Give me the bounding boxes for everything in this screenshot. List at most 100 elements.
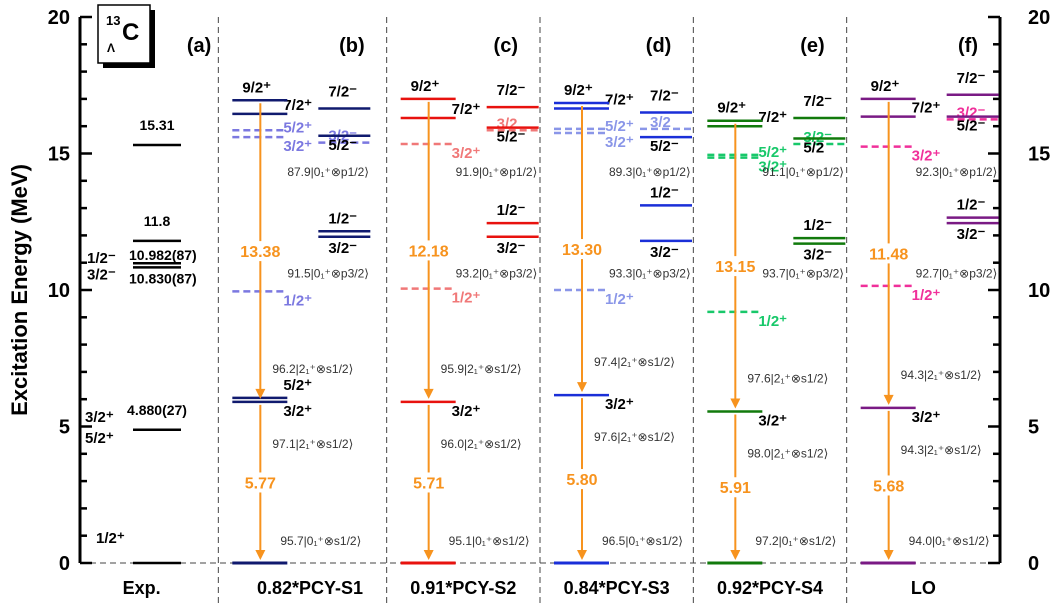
config-annotation: 97.6|2₁⁺⊗s1/2⟩: [594, 430, 675, 444]
arrow-head: [577, 382, 587, 393]
jp-label: 5/2: [803, 139, 824, 156]
jp-label: 7/2⁺: [605, 91, 634, 108]
jp-label: 5/2⁻: [650, 138, 679, 155]
jp-label: 3/2⁺: [283, 403, 312, 420]
transition-energy: 13.15: [715, 259, 755, 276]
jp-label-exp: 3/2⁺: [85, 409, 114, 426]
config-annotation: 93.3|0₁⁺⊗p3/2⟩: [609, 267, 691, 281]
arrow-head: [423, 550, 434, 560]
jp-label: 7/2⁻: [497, 82, 526, 99]
config-annotation: 92.7|0₁⁺⊗p3/2⟩: [916, 267, 998, 281]
config-annotation: 98.0|2₁⁺⊗s1/2⟩: [747, 446, 828, 460]
arrow-head: [423, 388, 434, 399]
arrow-label-bg: [713, 256, 758, 277]
jp-label: 3/2⁻: [957, 226, 986, 243]
config-annotation: 97.2|0₁⁺⊗s1/2⟩: [755, 534, 836, 548]
column-xlabel: 0.91*PCY-S2: [410, 578, 516, 598]
jp-label: 7/2⁻: [957, 70, 986, 87]
jp-label: 3/2⁻: [328, 240, 357, 257]
config-annotation: 96.2|2₁⁺⊗s1/2⟩: [272, 362, 353, 376]
jp-label: 5/2⁺: [283, 119, 312, 136]
transition-energy: 13.30: [562, 242, 602, 259]
config-annotation: 91.1|0₁⁺⊗p1/2⟩: [762, 165, 844, 179]
jp-label: 1/2⁻: [497, 202, 526, 219]
arrow-head: [255, 388, 266, 399]
arrow-label-bg: [560, 239, 604, 260]
arrow-label-bg: [238, 472, 283, 493]
jp-label: 3/2⁺: [452, 145, 481, 162]
column-xlabel: 0.84*PCY-S3: [564, 578, 670, 598]
config-annotation: 94.3|2₁⁺⊗s1/2⟩: [901, 443, 982, 457]
nucleus-symbol: C: [122, 19, 139, 46]
arrow-label-bg: [713, 477, 758, 498]
transition-energy: 13.38: [240, 244, 280, 261]
config-annotation: 96.0|2₁⁺⊗s1/2⟩: [441, 437, 522, 451]
jp-label: 7/2⁻: [650, 88, 679, 105]
jp-label-exp: 1/2⁺: [96, 530, 125, 547]
level-value-exp: 10.982(87): [129, 247, 197, 263]
y-tick-label-left: 10: [48, 280, 70, 302]
transition-energy: 11.48: [869, 246, 908, 263]
transition-energy: 5.68: [873, 478, 904, 495]
config-annotation: 97.4|2₁⁺⊗s1/2⟩: [594, 355, 675, 369]
config-annotation: 94.3|2₁⁺⊗s1/2⟩: [901, 368, 982, 382]
jp-label: 3/2⁺: [605, 134, 634, 151]
panel-label: (c): [494, 35, 518, 57]
jp-label: 3/2⁺: [452, 403, 481, 420]
y-tick-label-left: 5: [59, 417, 70, 439]
column-xlabel: 0.92*PCY-S4: [717, 578, 823, 598]
y-tick-label-right: 20: [1028, 7, 1050, 29]
level-value-exp: 11.8: [144, 213, 171, 229]
arrow-head: [577, 550, 587, 560]
nucleus-box: [97, 4, 151, 64]
jp-label: 1/2⁺: [283, 292, 312, 309]
panel-label: (a): [187, 35, 211, 57]
nucleus-mass: 13: [106, 13, 120, 28]
jp-label-exp: 5/2⁺: [85, 430, 114, 447]
y-tick-label-right: 5: [1028, 417, 1039, 439]
jp-label: 7/2⁺: [452, 101, 481, 118]
config-annotation: 95.9|2₁⁺⊗s1/2⟩: [441, 362, 522, 376]
jp-label: 3/2⁻: [803, 247, 832, 264]
jp-label: 3/2⁺: [912, 148, 941, 165]
y-tick-label-right: 10: [1028, 280, 1050, 302]
jp-label: 1/2⁺: [912, 287, 941, 304]
config-annotation: 93.7|0₁⁺⊗p3/2⟩: [762, 267, 844, 281]
jp-label: 3/2⁺: [605, 396, 634, 413]
jp-label: 3/2⁻: [650, 244, 679, 261]
jp-label: 9/2⁺: [242, 79, 271, 96]
jp-label: 1/2⁺: [758, 313, 787, 330]
jp-label: 1/2⁺: [605, 291, 634, 308]
transition-energy: 5.91: [720, 480, 751, 497]
level-value-exp: 4.880(27): [127, 402, 187, 418]
y-tick-label-left: 0: [59, 553, 70, 575]
jp-label: 5/2⁺: [605, 118, 634, 135]
y-tick-label-right: 15: [1028, 144, 1050, 166]
arrow-head: [255, 550, 266, 560]
jp-label: 5/2⁺: [758, 144, 787, 161]
arrow-label-bg: [866, 243, 911, 264]
jp-label: 1/2⁺: [452, 290, 481, 307]
config-annotation: 87.9|0₁⁺⊗p1/2⟩: [287, 165, 369, 179]
arrow-label-bg: [406, 472, 451, 493]
level-value-exp: 10.830(87): [129, 270, 197, 286]
jp-label: 7/2⁺: [912, 100, 941, 117]
arrow-label-bg: [560, 469, 604, 490]
panel-label: (b): [339, 35, 365, 57]
jp-label: 1/2⁻: [803, 217, 832, 234]
config-annotation: 95.7|0₁⁺⊗s1/2⟩: [280, 534, 361, 548]
jp-label: 3/2: [650, 114, 671, 131]
column-xlabel: Exp.: [123, 578, 161, 598]
jp-label: 7/2⁻: [328, 83, 357, 100]
arrow-head: [730, 398, 741, 409]
column-xlabel: 0.82*PCY-S1: [257, 578, 363, 598]
transition-energy: 5.77: [245, 475, 276, 492]
jp-label: 1/2⁻: [957, 197, 986, 214]
panel-label: (e): [800, 35, 824, 57]
jp-label-exp: 1/2⁻: [87, 250, 116, 267]
arrow-head: [730, 550, 741, 560]
jp-label: 3/2⁺: [758, 412, 787, 429]
column-xlabel: LO: [911, 578, 936, 598]
config-annotation: 93.2|0₁⁺⊗p3/2⟩: [456, 267, 538, 281]
